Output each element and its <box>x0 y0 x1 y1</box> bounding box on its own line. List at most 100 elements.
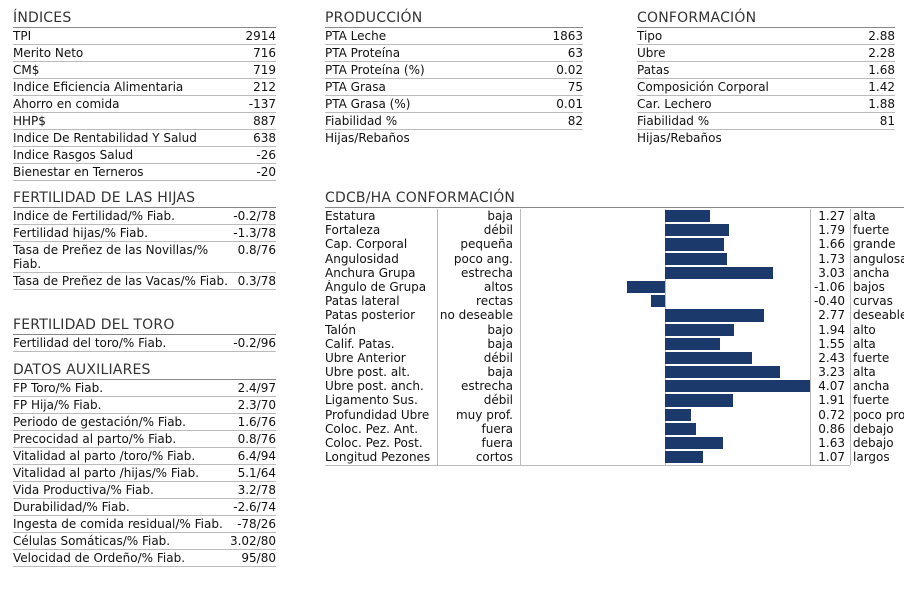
grid-line <box>437 209 438 465</box>
table-row: Bienestar en Terneros -20 <box>13 164 276 181</box>
row-label: Vitalidad al parto /toro/% Fiab. <box>13 449 196 463</box>
row-value: 1.68 <box>868 63 895 77</box>
row-value: 3.2/78 <box>237 483 276 497</box>
cdcb-row: Longitud Pezones cortos 1.07 largos <box>325 450 904 464</box>
fertilidad-toro-title: FERTILIDAD DEL TORO <box>13 317 276 335</box>
trait-value: 2.43 <box>818 350 845 365</box>
table-row: Precocidad al parto/% Fiab. 0.8/76 <box>13 431 276 448</box>
trait-label: Anchura Grupa <box>325 265 416 280</box>
row-label: Fiabilidad % <box>325 114 398 128</box>
cdcb-row: Profundidad Ubre muy prof. 0.72 poco prof. <box>325 408 904 422</box>
high-extreme-label: fuerte <box>853 350 890 365</box>
trait-value: 1.63 <box>818 436 845 450</box>
row-value: 887 <box>253 114 276 128</box>
row-value: 0.01 <box>556 97 583 111</box>
low-extreme-label: poco ang. <box>453 251 513 266</box>
row-value: 2.3/70 <box>237 398 276 412</box>
produccion-footer-label: Hijas/Rebaños <box>325 131 410 145</box>
trait-label: Angulosidad <box>325 251 399 266</box>
row-value: 0.02 <box>556 63 583 77</box>
row-value: 95/80 <box>241 551 276 565</box>
conformacion-title: CONFORMACIÓN <box>637 10 895 28</box>
row-value: 1.88 <box>868 97 895 111</box>
indices-section: ÍNDICES TPI 2914 Merito Neto 716 CM$ 719 Indic… <box>13 10 276 181</box>
cdcb-row: Talón bajo 1.94 alto <box>325 323 904 337</box>
high-extreme-label: ancha <box>853 265 890 280</box>
grid-line <box>665 209 666 465</box>
trait-value: 1.07 <box>818 450 845 465</box>
high-extreme-label: deseable <box>853 308 904 323</box>
cdcb-row: Ángulo de Grupa altos -1.06 bajos <box>325 280 904 294</box>
table-row: Células Somáticas/% Fiab. 3.02/80 <box>13 533 276 550</box>
row-label: Indice Eficiencia Alimentaria <box>13 80 184 94</box>
row-value: 3.02/80 <box>229 534 276 548</box>
produccion-rows: PTA Leche 1863 PTA Proteína 63 PTA Proteína … <box>325 28 583 130</box>
produccion-title: PRODUCCIÓN <box>325 10 583 28</box>
low-extreme-label: rectas <box>476 294 513 309</box>
trait-label: Ligamento Sus. <box>325 393 418 408</box>
chart-bottom-line <box>325 464 850 466</box>
row-value: 82 <box>567 114 583 128</box>
low-extreme-label: no deseable <box>439 308 513 323</box>
trait-bar <box>665 451 704 464</box>
row-label: HHP$ <box>13 114 46 128</box>
conformacion-rows: Tipo 2.88 Ubre 2.28 Patas 1.68 Composición Cor… <box>637 28 895 130</box>
low-extreme-label: estrecha <box>461 379 513 394</box>
table-row: Indice Rasgos Salud -26 <box>13 147 276 164</box>
row-label: Indice De Rentabilidad Y Salud <box>13 131 197 145</box>
row-label: Ingesta de comida residual/% Fiab. <box>13 517 223 531</box>
high-extreme-label: fuerte <box>853 223 890 238</box>
trait-bar <box>665 323 735 336</box>
row-value: 716 <box>253 46 276 60</box>
table-row: PTA Grasa (%) 0.01 <box>325 96 583 113</box>
cdcb-row: Ubre post. alt. baja 3.23 alta <box>325 365 904 379</box>
low-extreme-label: muy prof. <box>455 407 513 422</box>
row-label: TPI <box>13 29 32 43</box>
row-value: 212 <box>253 80 276 94</box>
cdcb-row: Calif. Patas. baja 1.55 alta <box>325 337 904 351</box>
row-label: Células Somáticas/% Fiab. <box>13 534 171 548</box>
table-row: CM$ 719 <box>13 62 276 79</box>
row-value: 2914 <box>245 29 276 43</box>
row-label: Fiabilidad % <box>637 114 710 128</box>
trait-value: -1.06 <box>813 279 845 294</box>
produccion-section: PRODUCCIÓN PTA Leche 1863 PTA Proteína 63 PT… <box>325 10 583 146</box>
trait-label: Patas posterior <box>325 308 416 323</box>
trait-label: Estatura <box>325 209 376 223</box>
datos-auxiliares-section: DATOS AUXILIARES FP Toro/% Fiab. 2.4/97 FP… <box>13 362 276 567</box>
trait-label: Coloc. Pez. Ant. <box>325 421 419 436</box>
row-label: PTA Grasa (%) <box>325 97 411 111</box>
row-label: PTA Proteína <box>325 46 401 60</box>
table-row: PTA Grasa 75 <box>325 79 583 96</box>
row-value: 1.6/76 <box>237 415 276 429</box>
trait-value: 1.27 <box>818 209 845 223</box>
high-extreme-label: curvas <box>853 294 893 309</box>
table-row: Tasa de Preñez de las Novillas/% Fiab. 0.… <box>13 242 276 273</box>
trait-bar <box>665 266 773 279</box>
trait-value: 0.72 <box>818 407 845 422</box>
table-row: Indice Eficiencia Alimentaria 212 <box>13 79 276 96</box>
trait-bar <box>665 366 780 379</box>
row-label: Vitalidad al parto /hijas/% Fiab. <box>13 466 200 480</box>
high-extreme-label: ancha <box>853 379 890 394</box>
trait-bar <box>665 380 810 393</box>
cdcb-row: Patas posterior no deseable 2.77 deseable <box>325 308 904 322</box>
table-row: TPI 2914 <box>13 28 276 45</box>
row-value: -137 <box>248 97 276 111</box>
cdcb-row: Patas lateral rectas -0.40 curvas <box>325 294 904 308</box>
table-row: Tipo 2.88 <box>637 28 895 45</box>
low-extreme-label: altos <box>484 279 513 294</box>
row-label: Car. Lechero <box>637 97 712 111</box>
row-value: -26 <box>256 148 276 162</box>
high-extreme-label: grande <box>853 237 896 252</box>
low-extreme-label: débil <box>483 223 513 238</box>
low-extreme-label: baja <box>487 365 513 380</box>
table-row: Fertilidad del toro/% Fiab. -0.2/96 <box>13 335 276 352</box>
fertilidad-hijas-rows: Indice de Fertilidad/% Fiab. -0.2/78 Ferti… <box>13 208 276 290</box>
table-row: Fiabilidad % 81 <box>637 113 895 130</box>
trait-label: Calif. Patas. <box>325 336 395 351</box>
row-value: -20 <box>256 165 276 179</box>
cdcb-row: Ubre Anterior débil 2.43 fuerte <box>325 351 904 365</box>
low-extreme-label: baja <box>487 209 513 223</box>
row-value: 63 <box>567 46 583 60</box>
